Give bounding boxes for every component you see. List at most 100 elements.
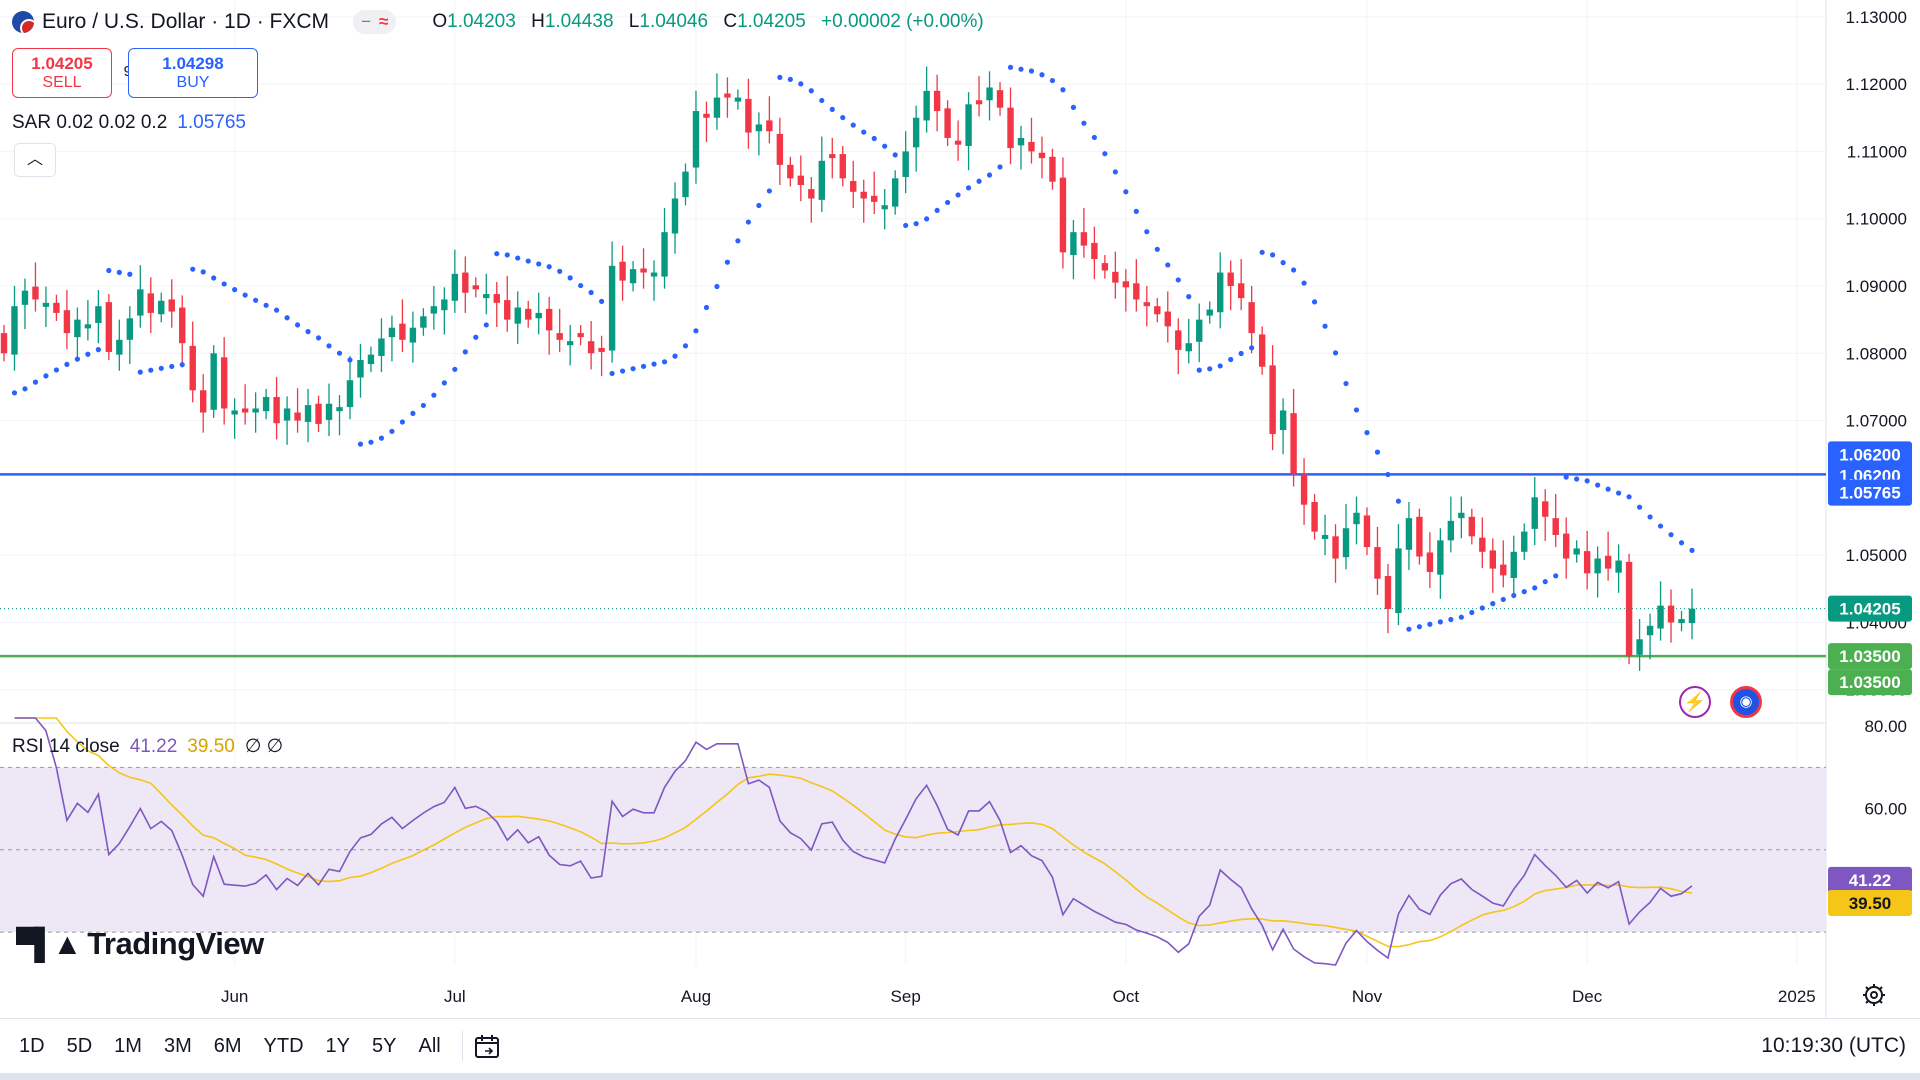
- globe-icon[interactable]: ◉: [1730, 686, 1762, 718]
- calendar-icon[interactable]: [473, 1032, 501, 1060]
- sar-dot: [903, 222, 909, 229]
- sar-dot: [819, 97, 825, 104]
- range-5d[interactable]: 5D: [66, 1034, 93, 1057]
- candle-down: [189, 345, 196, 391]
- candle-down: [1542, 501, 1549, 517]
- candle-up: [755, 124, 763, 132]
- candle-up: [912, 117, 920, 148]
- utc-clock[interactable]: 10:19:30 (UTC): [1761, 1034, 1906, 1057]
- range-all[interactable]: All: [418, 1034, 441, 1057]
- range-1y[interactable]: 1Y: [325, 1034, 351, 1057]
- sar-dot: [1416, 624, 1423, 630]
- gear-icon[interactable]: [1861, 982, 1887, 1008]
- sar-dot: [1196, 367, 1202, 373]
- sar-dot: [798, 81, 804, 87]
- candle-up: [451, 273, 459, 301]
- sar-dot: [1343, 380, 1349, 387]
- y-tick-label: 1.12000: [1846, 75, 1907, 94]
- candle-up: [923, 90, 930, 121]
- sar-dot: [1039, 72, 1045, 78]
- symbol-title[interactable]: Euro / U.S. Dollar · 1D · FXCM: [42, 10, 330, 33]
- candle-down: [1604, 555, 1612, 569]
- sar-dot: [766, 188, 772, 194]
- buy-button[interactable]: 1.04298 BUY: [128, 48, 258, 98]
- candle-up: [1321, 534, 1329, 540]
- sar-dot: [829, 106, 835, 112]
- rsi-legend[interactable]: RSI 14 close 41.22 39.50 ∅ ∅: [12, 735, 283, 758]
- candle-up: [566, 341, 574, 346]
- sar-dot: [1322, 323, 1328, 329]
- rsi-value: 41.22: [129, 736, 178, 757]
- change-value: +0.00002 (+0.00%): [821, 11, 984, 32]
- sar-dot: [169, 363, 175, 370]
- sar-dot: [127, 271, 133, 277]
- collapse-legend-button[interactable]: ︿: [14, 143, 56, 177]
- range-6m[interactable]: 6M: [213, 1034, 242, 1057]
- sar-legend[interactable]: SAR 0.02 0.02 0.2 1.05765: [12, 112, 246, 134]
- candle-down: [1028, 141, 1035, 152]
- chart-canvas[interactable]: Jun Jul Aug Sep Oct Nov Dec 2025 1.13000 1.12000 1…: [0, 0, 1920, 1018]
- candle-up: [1458, 512, 1465, 519]
- sar-dot: [11, 390, 18, 396]
- candle-up: [1521, 531, 1528, 552]
- sar-dot: [871, 135, 877, 142]
- candle-up: [1185, 343, 1192, 352]
- candle-up: [1678, 619, 1685, 624]
- candle-down: [808, 189, 815, 199]
- candle-up: [409, 327, 417, 343]
- high-value: 1.04438: [544, 11, 614, 32]
- sar-dot: [462, 349, 468, 355]
- sar-dot: [1374, 449, 1381, 455]
- range-ytd[interactable]: YTD: [263, 1034, 304, 1057]
- sar-dot: [640, 363, 647, 369]
- sar-dot: [882, 143, 888, 149]
- candle-up: [902, 151, 909, 177]
- candle-down: [703, 113, 710, 118]
- candle-up: [95, 306, 102, 323]
- range-1m[interactable]: 1M: [114, 1034, 142, 1057]
- candle-up: [1594, 558, 1601, 574]
- candle-up: [367, 354, 375, 365]
- candle-up: [965, 104, 972, 147]
- lightning-icon[interactable]: ⚡: [1679, 686, 1711, 718]
- range-3m[interactable]: 3M: [163, 1034, 192, 1057]
- sar-dot: [74, 356, 80, 362]
- rsi-ma-value-label-bg: [1828, 889, 1912, 916]
- candle-up: [262, 397, 270, 412]
- indicator-toggle[interactable]: − ≈: [353, 10, 397, 34]
- candle-up: [818, 160, 825, 200]
- sar-dot: [1437, 619, 1443, 625]
- sar-dot: [452, 366, 458, 372]
- sar-dot: [504, 252, 510, 258]
- x-tick-label: Aug: [681, 987, 711, 1006]
- candle-down: [315, 403, 322, 424]
- sar-dot: [1521, 588, 1527, 595]
- sar-dot: [190, 266, 196, 272]
- candle-up: [388, 327, 396, 338]
- candle-up: [692, 111, 700, 168]
- candle-down: [577, 333, 584, 338]
- sar-dot: [1353, 407, 1360, 413]
- sar-dot: [1427, 621, 1433, 627]
- sar-dot: [336, 350, 343, 356]
- candle-down: [1258, 334, 1266, 367]
- sar-dot: [588, 289, 594, 296]
- window-bottom-strip: [0, 1073, 1920, 1080]
- sar-dot: [693, 328, 699, 334]
- range-1d[interactable]: 1D: [19, 1034, 45, 1057]
- candle-up: [137, 289, 144, 316]
- x-tick-label: Nov: [1352, 987, 1383, 1006]
- candle-up: [116, 339, 123, 355]
- candle-up: [1636, 639, 1643, 655]
- sar-dot: [1175, 277, 1181, 283]
- sell-button[interactable]: 1.04205 SELL: [12, 48, 112, 98]
- wave-icon: ≈: [379, 12, 389, 31]
- sar-dot: [22, 386, 28, 392]
- range-5y[interactable]: 5Y: [372, 1034, 397, 1057]
- sar-dot: [148, 367, 154, 373]
- sar-dot: [1186, 294, 1192, 300]
- sar-dot: [1605, 486, 1611, 492]
- candle-up: [1437, 540, 1444, 575]
- candle-up: [682, 171, 689, 198]
- candle-down: [1227, 272, 1234, 286]
